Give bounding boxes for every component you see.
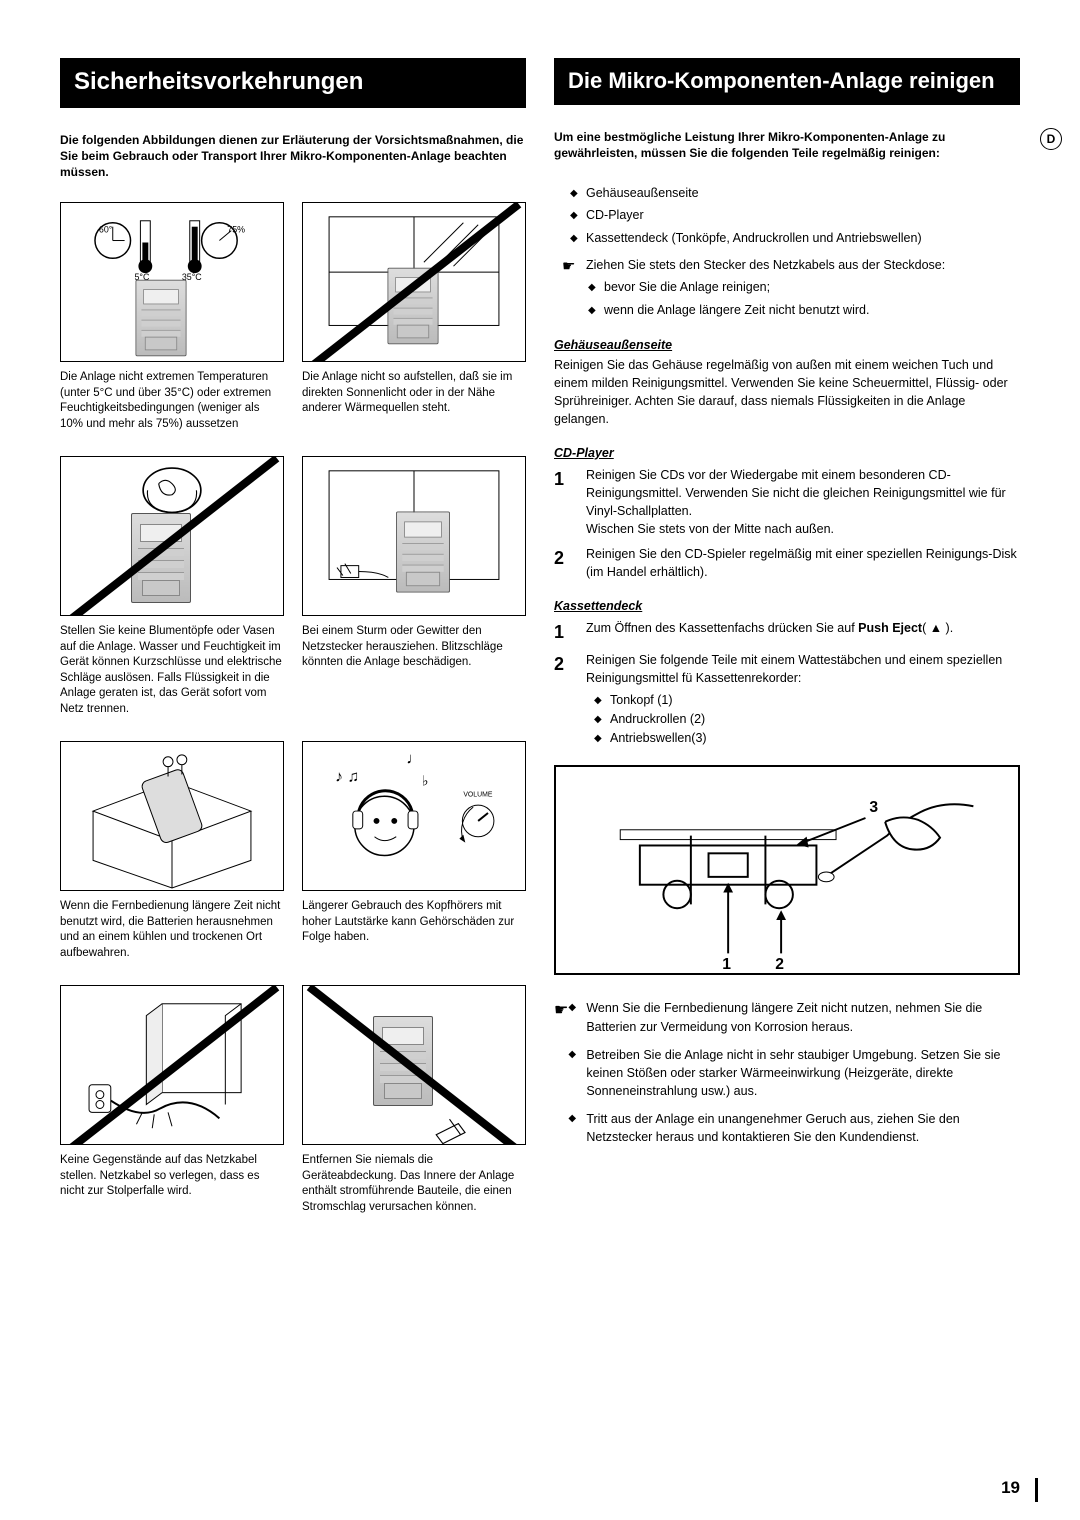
unplug-sub-2: wenn die Anlage längere Zeit nicht benut…	[554, 301, 1020, 320]
cass-step-1-text: Zum Öffnen des Kassettenfachs drücken Si…	[586, 619, 953, 645]
clean-item-1: Gehäuseaußenseite	[554, 184, 1020, 203]
fig-label-2: 2	[775, 956, 784, 973]
unplug-sub-1: bevor Sie die Anlage reinigen;	[554, 278, 1020, 297]
caption-5: Wenn die Fernbedienung längere Zeit nich…	[60, 899, 284, 961]
fig-remote-box	[60, 741, 284, 891]
clean-item-3: Kassettendeck (Tonköpfe, Andruckrollen u…	[554, 229, 1020, 248]
fig-sunlight	[302, 202, 526, 362]
cass-step-2: 2 Reinigen Sie folgende Teile mit einem …	[554, 651, 1020, 687]
fig-cable	[60, 985, 284, 1145]
language-badge: D	[1040, 128, 1062, 150]
svg-text:♩: ♩	[406, 751, 422, 768]
sec1-head: Gehäuseaußenseite	[554, 338, 1020, 352]
left-intro: Die folgenden Abbildungen dienen zur Erl…	[60, 132, 526, 181]
right-column: Die Mikro-Komponenten-Anlage reinigen Um…	[554, 58, 1020, 1239]
fig-vase	[60, 456, 284, 616]
fig-cover	[302, 985, 526, 1145]
fig-label-1: 1	[722, 956, 731, 973]
left-column: Sicherheitsvorkehrungen Die folgenden Ab…	[60, 58, 526, 1239]
right-title: Die Mikro-Komponenten-Anlage reinigen	[554, 58, 1020, 105]
part-2: Andruckrollen (2)	[594, 710, 1020, 729]
caption-3: Stellen Sie keine Blumentöpfe oder Vasen…	[60, 624, 284, 717]
bottom-notes: ☛ Wenn Sie die Fernbedienung längere Zei…	[554, 999, 1020, 1156]
fig-storm	[302, 456, 526, 616]
svg-text:♪ ♫: ♪ ♫	[335, 769, 359, 786]
caption-6: Längerer Gebrauch des Kopfhörers mit hoh…	[302, 899, 526, 946]
part-3: Antriebswellen(3)	[594, 729, 1020, 748]
sec1-body: Reinigen Sie das Gehäuse regelmäßig von …	[554, 356, 1020, 429]
unplug-warning: Ziehen Sie stets den Stecker des Netzkab…	[554, 256, 1020, 274]
parts-list: Tonkopf (1) Andruckrollen (2) Antriebswe…	[554, 691, 1020, 747]
cassette-figure: 1 2 3	[554, 765, 1020, 975]
sec2-head: CD-Player	[554, 446, 1020, 460]
caption-4: Bei einem Sturm oder Gewitter den Netzst…	[302, 624, 526, 671]
clean-item-2: CD-Player	[554, 206, 1020, 225]
svg-text:75%: 75%	[227, 225, 245, 235]
note-3: Tritt aus der Anlage ein unangenehmer Ge…	[568, 1110, 1020, 1146]
svg-text:60°: 60°	[99, 225, 113, 235]
caption-2: Die Anlage nicht so aufstellen, daß sie …	[302, 370, 526, 417]
cd-step-1-text: Reinigen Sie CDs vor der Wiedergabe mit …	[586, 466, 1020, 539]
cass-step-1: 1 Zum Öffnen des Kassettenfachs drücken …	[554, 619, 1020, 645]
svg-text:♭: ♭	[422, 773, 429, 789]
fig-headphone: ♪ ♫ ♩ ♭ VOLUME	[302, 741, 526, 891]
fig-temperature: 60° 5°C 75% 35°C	[60, 202, 284, 362]
note-2: Betreiben Sie die Anlage nicht in sehr s…	[568, 1046, 1020, 1100]
caption-8: Entfernen Sie niemals die Geräteabdeckun…	[302, 1153, 526, 1215]
note-1: Wenn Sie die Fernbedienung längere Zeit …	[568, 999, 1020, 1035]
page-mark	[1030, 1478, 1038, 1502]
svg-text:VOLUME: VOLUME	[463, 792, 493, 799]
part-1: Tonkopf (1)	[594, 691, 1020, 710]
hand-icon: ☛	[554, 999, 568, 1156]
left-title: Sicherheitsvorkehrungen	[60, 58, 526, 108]
clean-list: Gehäuseaußenseite CD-Player Kassettendec…	[554, 184, 1020, 248]
cd-step-2: 2 Reinigen Sie den CD-Spieler regelmäßig…	[554, 545, 1020, 581]
sec3-head: Kassettendeck	[554, 599, 1020, 613]
cd-step-1: 1 Reinigen Sie CDs vor der Wiedergabe mi…	[554, 466, 1020, 539]
cass-step-2-text: Reinigen Sie folgende Teile mit einem Wa…	[586, 651, 1020, 687]
cd-step-2-text: Reinigen Sie den CD-Spieler regelmäßig m…	[586, 545, 1020, 581]
caption-1: Die Anlage nicht extremen Temperaturen (…	[60, 370, 284, 432]
right-intro: Um eine bestmögliche Leistung Ihrer Mikr…	[554, 129, 1020, 161]
page-number: 19	[1001, 1478, 1020, 1498]
fig-label-3: 3	[869, 800, 878, 817]
caption-7: Keine Gegenstände auf das Netzkabel stel…	[60, 1153, 284, 1200]
